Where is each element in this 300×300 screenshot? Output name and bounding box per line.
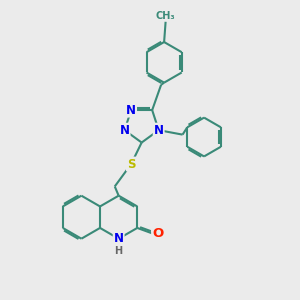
Text: N: N [126,103,136,117]
Text: S: S [127,158,135,170]
Text: N: N [154,124,164,137]
Text: H: H [114,246,122,256]
Text: N: N [120,124,130,137]
Text: O: O [152,227,164,240]
Text: N: N [114,232,124,245]
Text: CH₃: CH₃ [156,11,176,21]
